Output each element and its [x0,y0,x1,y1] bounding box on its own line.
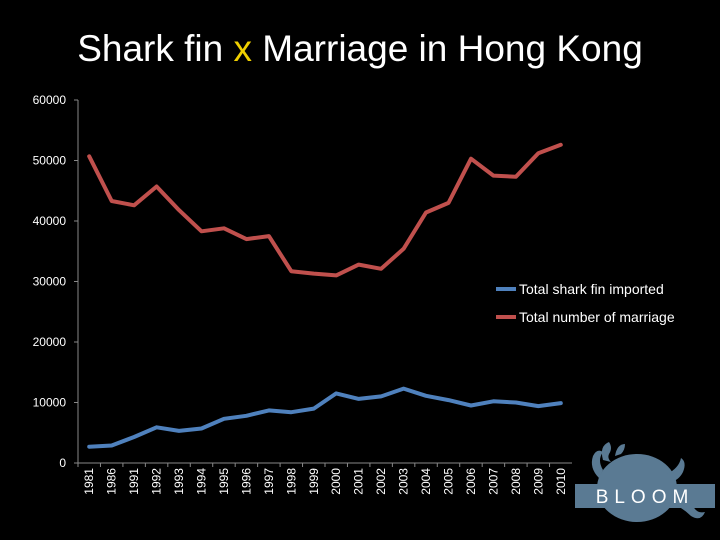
x-tick-label: 1994 [195,468,209,495]
data-point [87,445,91,449]
x-tick-label: 1981 [82,468,96,495]
x-tick-label: 2007 [486,468,500,495]
logo-text: BLOOM [596,487,695,508]
data-point [559,401,563,405]
x-tick-label: 1991 [127,468,141,495]
data-point [514,175,518,179]
bloom-logo: BLOOM [575,442,715,522]
data-point [424,211,428,215]
data-point [491,174,495,178]
data-point [244,414,248,418]
data-point [402,387,406,391]
series-lines [87,142,563,449]
data-point [289,269,293,273]
data-point [132,435,136,439]
data-point [267,234,271,238]
legend-label: Total number of marriage [519,309,675,325]
legend-label: Total shark fin imported [519,281,664,297]
x-tick-label: 2001 [352,468,366,495]
data-point [110,199,114,203]
data-point [559,143,563,147]
series-line-marriage [87,142,563,278]
data-point [200,427,203,431]
series-line-shark-fin [87,386,563,449]
data-point [424,394,428,398]
data-point [379,394,383,398]
data-point [222,417,226,421]
y-tick-label: 60000 [33,93,67,107]
x-tick-label: 2003 [397,468,411,495]
y-tick-label: 30000 [33,275,67,289]
data-point [469,157,473,161]
data-point [334,273,338,277]
x-tick-label: 2009 [531,468,545,495]
y-tick-label: 50000 [33,154,67,168]
data-point [177,429,181,433]
data-point [469,404,473,408]
title-part-x: x [233,28,253,69]
title-part-marriage: Marriage in Hong Kong [252,28,643,69]
x-tick-label: 1992 [150,468,164,495]
page-title: Shark fin x Marriage in Hong Kong [0,28,720,70]
data-point [379,267,383,271]
data-point [87,154,91,158]
data-point [200,229,203,233]
chart-axes [77,100,572,464]
data-point [289,410,293,414]
x-tick-label: 1995 [217,468,231,495]
data-point [536,404,540,408]
title-part-shark-fin: Shark fin [77,28,234,69]
data-point [447,398,450,402]
data-point [357,397,361,401]
x-tick-label: 1986 [105,468,119,495]
data-point [491,399,495,403]
data-point [244,237,248,241]
x-tick-label: 1996 [239,468,253,495]
chart-legend: Total shark fin imported Total number of … [496,281,675,325]
logo-band [575,484,715,508]
x-tick-label: 1998 [284,468,298,495]
x-tick-label: 2004 [419,468,433,495]
y-tick-label: 40000 [33,214,67,228]
data-point [132,203,136,207]
x-tick-label: 2008 [509,468,523,495]
data-point [155,425,159,429]
data-point [402,247,406,251]
data-point [514,401,518,404]
data-point [110,443,114,447]
data-point [155,185,159,189]
x-tick-label: 2000 [329,468,343,495]
y-tick-label: 10000 [33,396,67,410]
x-tick-label: 2005 [442,468,456,495]
x-tick-label: 1997 [262,468,276,495]
data-point [536,151,540,155]
data-point [222,226,226,230]
data-point [334,391,338,395]
y-tick-label: 20000 [33,335,67,349]
data-point [267,408,271,412]
data-point [177,208,181,212]
y-axis-ticks: 0 10000 20000 30000 40000 50000 60000 [33,93,78,470]
octopus-icon [591,442,705,522]
y-tick-label: 0 [59,456,66,470]
data-point [447,201,450,205]
x-tick-label: 2002 [374,468,388,495]
x-tick-label: 1993 [172,468,186,495]
data-point [312,272,316,276]
x-tick-label: 2010 [554,468,568,495]
x-tick-label: 1999 [307,468,321,495]
x-tick-label: 2006 [464,468,478,495]
data-point [312,407,316,411]
x-axis-ticks: 1981 1986 1991 1992 1993 1994 1995 1996 1997 1998… [77,463,568,495]
data-point [357,263,361,267]
